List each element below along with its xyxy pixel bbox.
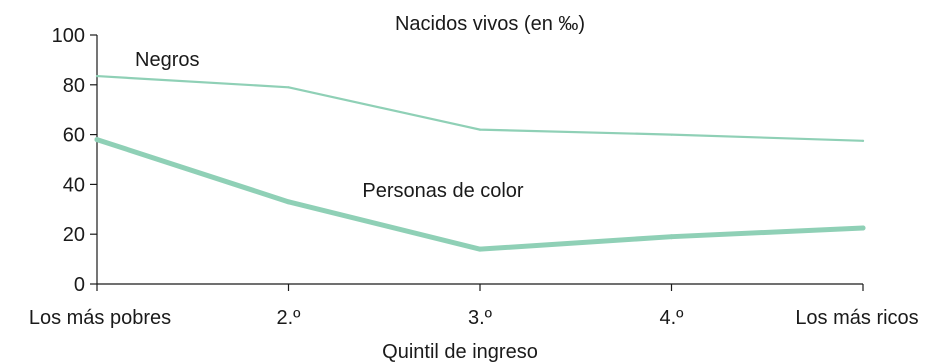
series-label-negros: Negros xyxy=(135,49,199,71)
x-tick-label: 4.º xyxy=(660,307,685,329)
y-axis: 0 20 40 60 80 100 xyxy=(52,25,98,296)
data-point xyxy=(669,234,674,240)
y-tick-label: 20 xyxy=(63,224,85,246)
x-tick-label: 3.º xyxy=(468,307,493,329)
data-point xyxy=(287,86,290,89)
x-axis-label: Quintil de ingreso xyxy=(382,341,538,362)
series-label-personas-de-color: Personas de color xyxy=(362,180,524,202)
data-point xyxy=(670,133,673,136)
y-tick-label: 0 xyxy=(74,274,85,296)
y-tick-label: 80 xyxy=(63,75,85,97)
x-tick-label: 2.º xyxy=(277,307,302,329)
data-point xyxy=(861,139,865,142)
series-group xyxy=(94,74,866,252)
y-tick-label: 100 xyxy=(52,25,85,47)
x-tick-label: Los más pobres xyxy=(29,307,171,329)
data-point xyxy=(478,128,482,131)
data-point xyxy=(94,137,100,143)
data-point xyxy=(860,225,866,231)
y-tick-label: 40 xyxy=(63,174,85,196)
x-tick-label: Los más ricos xyxy=(795,307,918,329)
series-labels: Negros Personas de color xyxy=(135,49,524,202)
y-tick-label: 60 xyxy=(63,125,85,147)
chart-title: Nacidos vivos (en ‰) xyxy=(395,13,585,35)
series-line-negros xyxy=(95,74,865,142)
x-axis: Los más pobres 2.º 3.º 4.º Los más ricos xyxy=(29,283,919,329)
data-point xyxy=(95,74,99,78)
data-point xyxy=(477,246,483,252)
data-point xyxy=(286,199,291,205)
